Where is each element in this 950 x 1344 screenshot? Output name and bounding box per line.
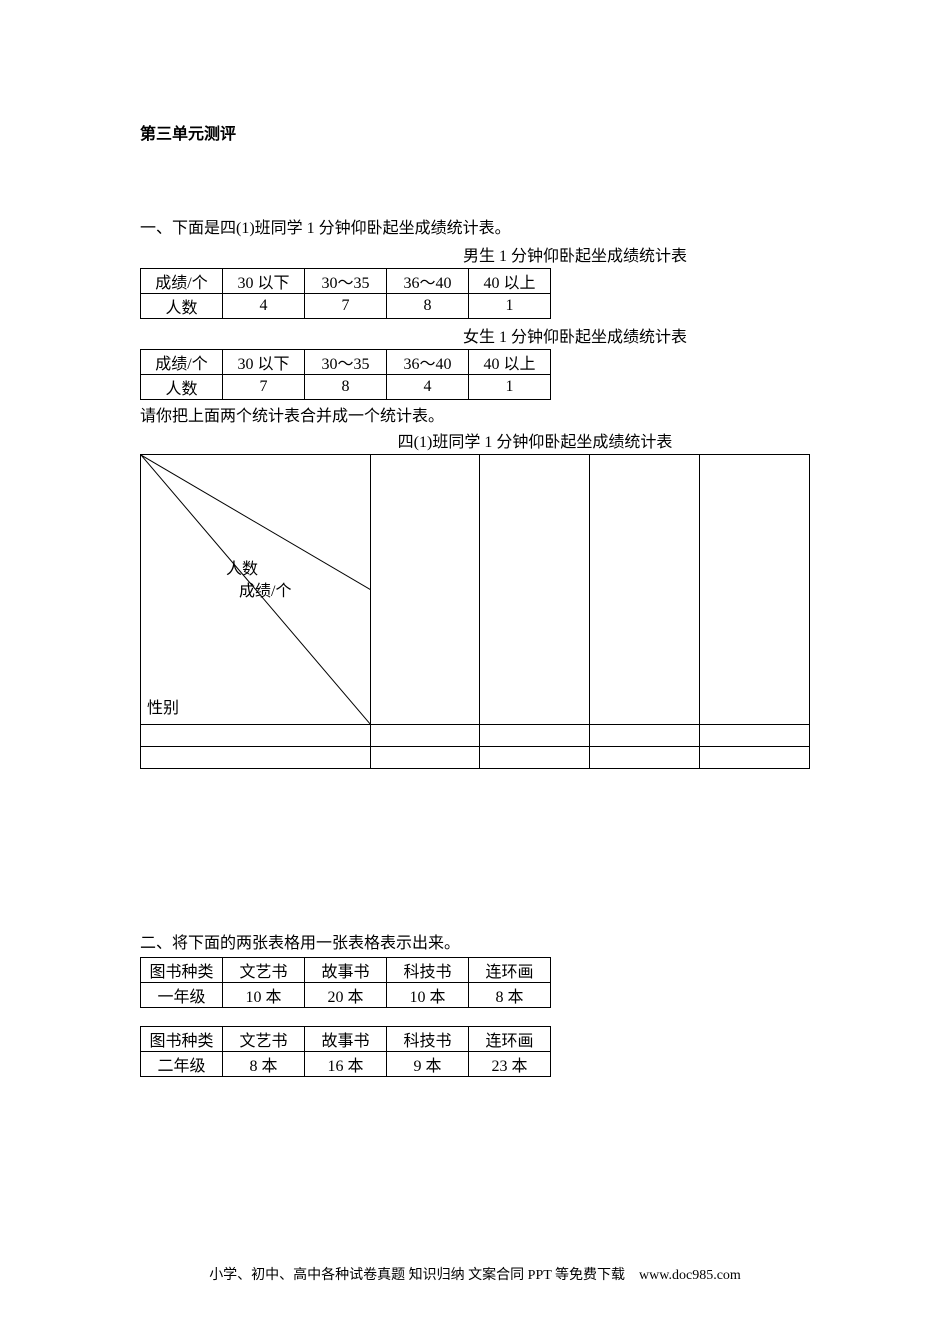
header-cell: 连环画: [469, 1027, 551, 1052]
q2-table-1: 图书种类 文艺书 故事书 科技书 连环画 一年级 10 本 20 本 10 本 …: [140, 957, 551, 1008]
table-row: 人数 4 7 8 1: [141, 294, 551, 319]
value-cell: 10 本: [387, 983, 469, 1008]
value-cell: 7: [223, 375, 305, 400]
empty-cell: [590, 455, 700, 725]
boys-caption: 男生 1 分钟仰卧起坐成绩统计表: [340, 242, 810, 266]
empty-cell: [590, 747, 700, 769]
header-cell: 成绩/个: [141, 350, 223, 375]
header-cell: 36～40: [387, 350, 469, 375]
header-cell: 图书种类: [141, 1027, 223, 1052]
value-cell: 7: [305, 294, 387, 319]
diag-label-xingbie: 性别: [147, 694, 179, 718]
value-cell: 1: [469, 294, 551, 319]
header-cell: 故事书: [305, 958, 387, 983]
header-cell: 科技书: [387, 958, 469, 983]
row-label: 一年级: [141, 983, 223, 1008]
table-row: 人数 7 8 4 1: [141, 375, 551, 400]
value-cell: 4: [387, 375, 469, 400]
value-cell: 1: [469, 375, 551, 400]
row-label: 人数: [141, 375, 223, 400]
table-row: 二年级 8 本 16 本 9 本 23 本: [141, 1052, 551, 1077]
header-cell: 图书种类: [141, 958, 223, 983]
header-cell: 40 以上: [469, 269, 551, 294]
empty-cell: [480, 725, 590, 747]
empty-cell: [370, 455, 480, 725]
combined-table: 人数 成绩/个 性别: [140, 454, 810, 769]
empty-cell: [141, 725, 371, 747]
empty-cell: [700, 455, 810, 725]
q1-heading: 一、下面是四(1)班同学 1 分钟仰卧起坐成绩统计表。: [140, 214, 810, 238]
empty-cell: [370, 747, 480, 769]
value-cell: 23 本: [469, 1052, 551, 1077]
empty-cell: [480, 747, 590, 769]
value-cell: 4: [223, 294, 305, 319]
value-cell: 8: [387, 294, 469, 319]
table-row: 成绩/个 30 以下 30～35 36～40 40 以上: [141, 350, 551, 375]
header-cell: 30～35: [305, 350, 387, 375]
header-cell: 40 以上: [469, 350, 551, 375]
empty-cell: [590, 725, 700, 747]
header-cell: 连环画: [469, 958, 551, 983]
table-row: [141, 725, 810, 747]
empty-cell: [370, 725, 480, 747]
header-cell: 文艺书: [223, 1027, 305, 1052]
value-cell: 10 本: [223, 983, 305, 1008]
table-row: 成绩/个 30 以下 30～35 36～40 40 以上: [141, 269, 551, 294]
value-cell: 9 本: [387, 1052, 469, 1077]
table-row: 图书种类 文艺书 故事书 科技书 连环画: [141, 958, 551, 983]
diag-label-chengji: 成绩/个: [239, 577, 291, 601]
table-row: [141, 747, 810, 769]
table-row: 人数 成绩/个 性别: [141, 455, 810, 725]
value-cell: 16 本: [305, 1052, 387, 1077]
page-title: 第三单元测评: [140, 120, 810, 144]
row-label: 二年级: [141, 1052, 223, 1077]
header-cell: 30～35: [305, 269, 387, 294]
girls-table: 成绩/个 30 以下 30～35 36～40 40 以上 人数 7 8 4 1: [140, 349, 551, 400]
header-cell: 成绩/个: [141, 269, 223, 294]
q1-instruction: 请你把上面两个统计表合并成一个统计表。: [140, 402, 810, 426]
value-cell: 8 本: [469, 983, 551, 1008]
header-cell: 36～40: [387, 269, 469, 294]
girls-caption: 女生 1 分钟仰卧起坐成绩统计表: [340, 323, 810, 347]
empty-cell: [700, 725, 810, 747]
empty-cell: [700, 747, 810, 769]
value-cell: 20 本: [305, 983, 387, 1008]
value-cell: 8: [305, 375, 387, 400]
boys-table: 成绩/个 30 以下 30～35 36～40 40 以上 人数 4 7 8 1: [140, 268, 551, 319]
table-row: 一年级 10 本 20 本 10 本 8 本: [141, 983, 551, 1008]
footer-text: 小学、初中、高中各种试卷真题 知识归纳 文案合同 PPT 等免费下载 www.d…: [0, 1264, 950, 1284]
diagonal-header-cell: 人数 成绩/个 性别: [141, 455, 371, 725]
row-label: 人数: [141, 294, 223, 319]
q2-heading: 二、将下面的两张表格用一张表格表示出来。: [140, 929, 810, 953]
table-row: 图书种类 文艺书 故事书 科技书 连环画: [141, 1027, 551, 1052]
combined-caption: 四(1)班同学 1 分钟仰卧起坐成绩统计表: [260, 428, 810, 452]
empty-cell: [480, 455, 590, 725]
header-cell: 故事书: [305, 1027, 387, 1052]
header-cell: 文艺书: [223, 958, 305, 983]
q2-table-2: 图书种类 文艺书 故事书 科技书 连环画 二年级 8 本 16 本 9 本 23…: [140, 1026, 551, 1077]
value-cell: 8 本: [223, 1052, 305, 1077]
header-cell: 30 以下: [223, 269, 305, 294]
header-cell: 30 以下: [223, 350, 305, 375]
diag-label-renshu: 人数: [226, 555, 258, 579]
header-cell: 科技书: [387, 1027, 469, 1052]
empty-cell: [141, 747, 371, 769]
